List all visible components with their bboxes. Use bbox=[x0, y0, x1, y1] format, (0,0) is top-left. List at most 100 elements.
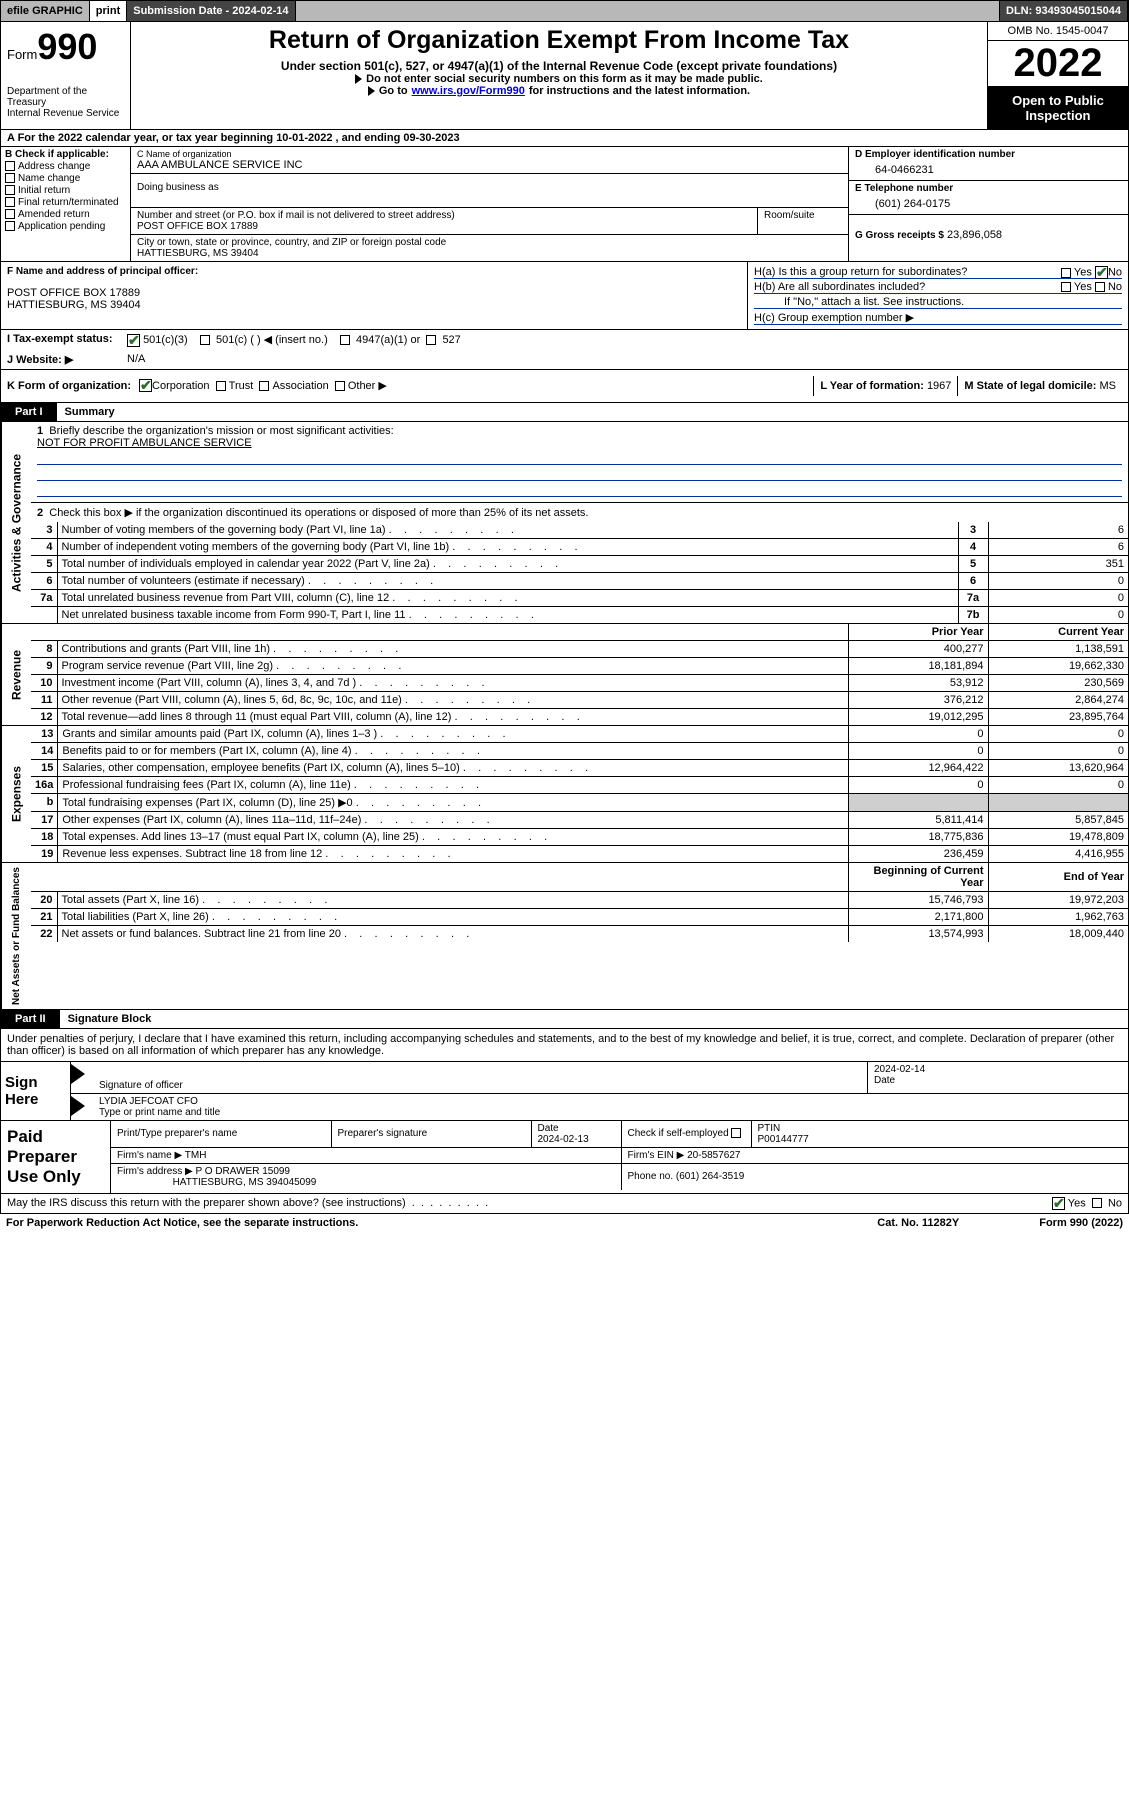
ha-yes-checkbox[interactable] bbox=[1061, 268, 1071, 278]
gross-value: 23,896,058 bbox=[947, 229, 1002, 241]
colb-item-label: Amended return bbox=[18, 209, 90, 220]
i-527-checkbox[interactable] bbox=[426, 335, 436, 345]
header-middle: Return of Organization Exempt From Incom… bbox=[131, 22, 988, 129]
side-label-revenue: Revenue bbox=[1, 624, 31, 725]
print-button[interactable]: print bbox=[90, 1, 127, 21]
firm-phone: (601) 264-3519 bbox=[676, 1171, 744, 1182]
colb-checkbox[interactable] bbox=[5, 221, 15, 231]
declaration-text: Under penalties of perjury, I declare th… bbox=[0, 1029, 1129, 1062]
pra-notice: For Paperwork Reduction Act Notice, see … bbox=[6, 1217, 877, 1229]
subtitle-1: Under section 501(c), 527, or 4947(a)(1)… bbox=[139, 59, 979, 73]
name-caption: C Name of organization bbox=[137, 149, 842, 159]
efile-label: efile GRAPHIC bbox=[1, 1, 90, 21]
sig-officer-cap: Signature of officer bbox=[93, 1062, 868, 1093]
prep-date: 2024-02-13 bbox=[538, 1134, 589, 1145]
block-f-h: F Name and address of principal officer:… bbox=[0, 262, 1129, 330]
tel-caption: E Telephone number bbox=[855, 183, 1122, 194]
l-label: L Year of formation: bbox=[820, 380, 927, 392]
hb-note: If "No," attach a list. See instructions… bbox=[754, 296, 1122, 309]
irs-link[interactable]: www.irs.gov/Form990 bbox=[412, 85, 525, 97]
revenue-section: Revenue Prior YearCurrent Year8Contribut… bbox=[0, 624, 1129, 726]
sign-here-block: Sign Here Signature of officer 2024-02-1… bbox=[0, 1062, 1129, 1121]
triangle-icon bbox=[355, 74, 362, 84]
ha-no-checkbox[interactable] bbox=[1095, 266, 1108, 279]
gross-caption: G Gross receipts $ bbox=[855, 230, 944, 241]
sub3-pre: Go to bbox=[379, 85, 408, 97]
arrow-icon bbox=[71, 1064, 85, 1084]
f-caption: F Name and address of principal officer: bbox=[7, 266, 741, 277]
row-h: H(a) Is this a group return for subordin… bbox=[748, 262, 1128, 329]
colb-checkbox[interactable] bbox=[5, 197, 15, 207]
net-assets-section: Net Assets or Fund Balances Beginning of… bbox=[0, 863, 1129, 1010]
city-state-zip: HATTIESBURG, MS 39404 bbox=[137, 248, 842, 259]
dept-label: Department of the Treasury Internal Reve… bbox=[7, 86, 124, 119]
officer-name: LYDIA JEFCOAT CFO bbox=[99, 1096, 1122, 1107]
row-j: J Website: ▶ N/A bbox=[0, 350, 1129, 370]
sig-date: 2024-02-14 bbox=[874, 1064, 1122, 1075]
ptin-value: P00144777 bbox=[758, 1134, 809, 1145]
top-bar: efile GRAPHIC print Submission Date - 20… bbox=[0, 0, 1129, 22]
colb-item-label: Final return/terminated bbox=[18, 197, 119, 208]
i-501c-checkbox[interactable] bbox=[200, 335, 210, 345]
row-f: F Name and address of principal officer:… bbox=[1, 262, 748, 329]
tel-value: (601) 264-0175 bbox=[855, 194, 1122, 212]
colb-checkbox[interactable] bbox=[5, 209, 15, 219]
officer-addr1: POST OFFICE BOX 17889 bbox=[7, 287, 741, 299]
col-c: C Name of organization AAA AMBULANCE SER… bbox=[131, 147, 848, 261]
website-value: N/A bbox=[121, 350, 151, 369]
paid-preparer-label: Paid Preparer Use Only bbox=[1, 1121, 111, 1193]
part-2-tab: Part II bbox=[1, 1010, 60, 1028]
k-label: K Form of organization: bbox=[7, 380, 131, 392]
form-title: Return of Organization Exempt From Incom… bbox=[139, 26, 979, 55]
discuss-no-checkbox[interactable] bbox=[1092, 1198, 1102, 1208]
expenses-section: Expenses 13Grants and similar amounts pa… bbox=[0, 726, 1129, 863]
i-4947-checkbox[interactable] bbox=[340, 335, 350, 345]
activities-section: Activities & Governance 1 Briefly descri… bbox=[0, 422, 1129, 624]
colb-item-label: Name change bbox=[18, 173, 80, 184]
prep-name-hdr: Print/Type preparer's name bbox=[111, 1121, 331, 1148]
i-501c3-checkbox[interactable] bbox=[127, 334, 140, 347]
part-1-title: Summary bbox=[57, 403, 123, 421]
discuss-row: May the IRS discuss this return with the… bbox=[0, 1194, 1129, 1214]
l-value: 1967 bbox=[927, 380, 951, 392]
omb-number: OMB No. 1545-0047 bbox=[988, 22, 1128, 41]
discuss-yes-checkbox[interactable] bbox=[1052, 1197, 1065, 1210]
officer-addr2: HATTIESBURG, MS 39404 bbox=[7, 299, 741, 311]
side-label-activities: Activities & Governance bbox=[1, 422, 31, 623]
name-caption: Type or print name and title bbox=[99, 1107, 1122, 1118]
header-left: Form990 Department of the Treasury Inter… bbox=[1, 22, 131, 129]
discuss-question: May the IRS discuss this return with the… bbox=[7, 1197, 406, 1209]
hb-no-checkbox[interactable] bbox=[1095, 282, 1105, 292]
side-label-expenses: Expenses bbox=[1, 726, 31, 862]
colb-checkbox[interactable] bbox=[5, 173, 15, 183]
tax-year: 2022 bbox=[988, 41, 1128, 87]
dba-caption: Doing business as bbox=[137, 182, 842, 193]
row-i: I Tax-exempt status: 501(c)(3) 501(c) ( … bbox=[0, 330, 1129, 350]
k-other-checkbox[interactable] bbox=[335, 381, 345, 391]
k-trust-checkbox[interactable] bbox=[216, 381, 226, 391]
self-employed-checkbox[interactable] bbox=[731, 1128, 741, 1138]
preparer-table: Print/Type preparer's name Preparer's si… bbox=[111, 1121, 1128, 1190]
k-corp-checkbox[interactable] bbox=[139, 379, 152, 392]
side-label-net: Net Assets or Fund Balances bbox=[1, 863, 31, 1009]
addr-caption: Number and street (or P.O. box if mail i… bbox=[137, 210, 751, 221]
paid-preparer-block: Paid Preparer Use Only Print/Type prepar… bbox=[0, 1121, 1129, 1194]
hb-label: H(b) Are all subordinates included? bbox=[754, 281, 925, 293]
colb-checkbox[interactable] bbox=[5, 161, 15, 171]
line-1-label: Briefly describe the organization's miss… bbox=[49, 425, 393, 437]
firm-addr2: HATTIESBURG, MS 394045099 bbox=[173, 1177, 317, 1188]
form-number: 990 bbox=[37, 26, 97, 67]
footer-final: For Paperwork Reduction Act Notice, see … bbox=[0, 1214, 1129, 1232]
hb-yes-checkbox[interactable] bbox=[1061, 282, 1071, 292]
firm-name: TMH bbox=[185, 1150, 207, 1161]
col-b-checkboxes: B Check if applicable: Address changeNam… bbox=[1, 147, 131, 261]
colb-item-label: Initial return bbox=[18, 185, 70, 196]
colb-checkbox[interactable] bbox=[5, 185, 15, 195]
open-inspection: Open to Public Inspection bbox=[988, 87, 1128, 129]
city-caption: City or town, state or province, country… bbox=[137, 237, 842, 248]
row-k-l-m: K Form of organization: Corporation Trus… bbox=[0, 370, 1129, 403]
part-1-header: Part I Summary bbox=[0, 403, 1129, 422]
firm-addr1: P O DRAWER 15099 bbox=[196, 1166, 290, 1177]
k-assoc-checkbox[interactable] bbox=[259, 381, 269, 391]
cat-number: Cat. No. 11282Y bbox=[877, 1217, 959, 1229]
